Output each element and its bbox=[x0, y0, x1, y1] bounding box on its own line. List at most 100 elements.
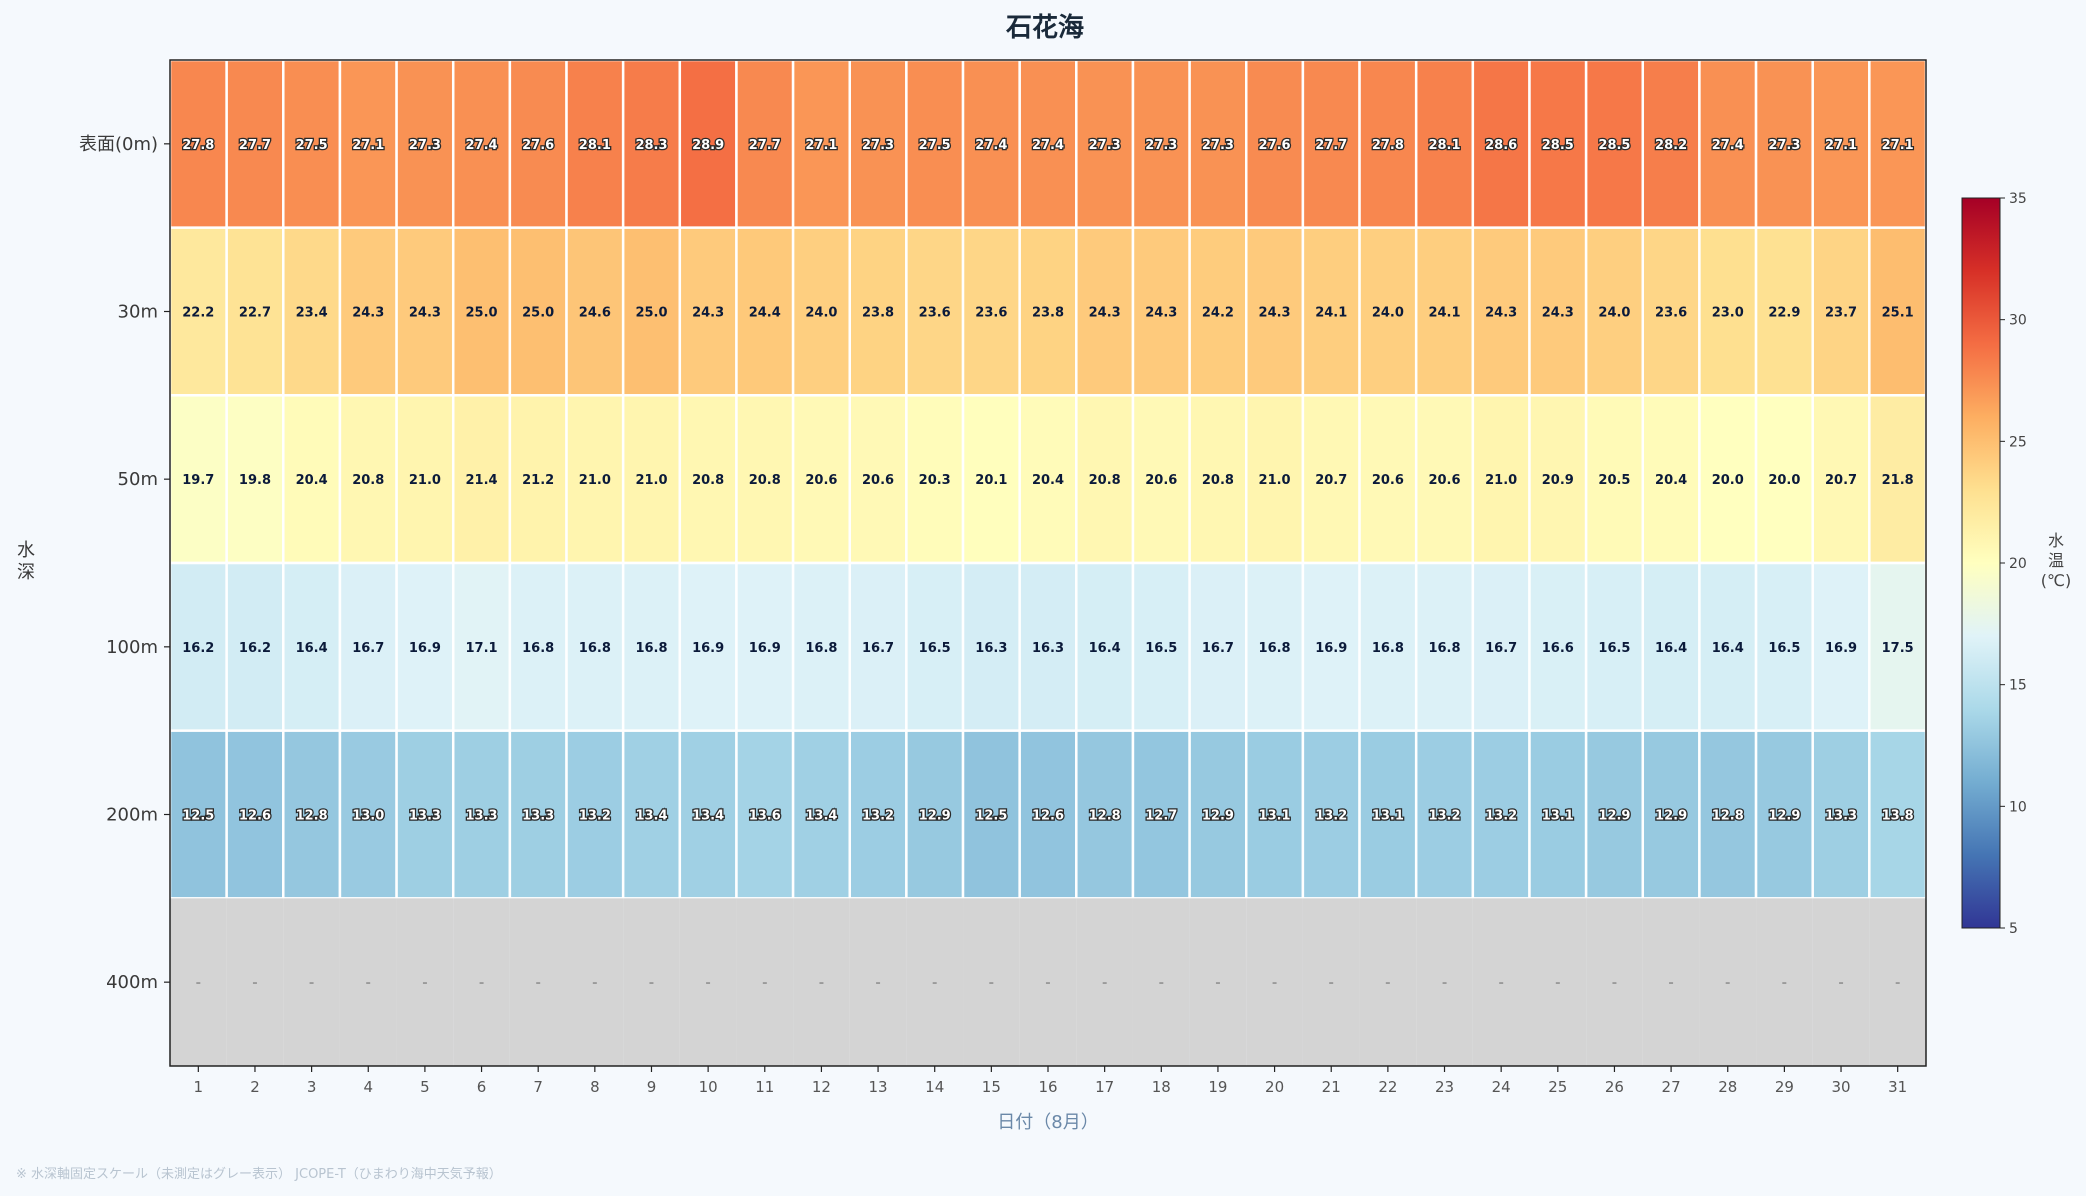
cell-value-label: 13.0 bbox=[352, 809, 384, 824]
cell-value-label: 16.4 bbox=[296, 641, 328, 656]
heatmap-cell bbox=[339, 898, 397, 1066]
heatmap-cell bbox=[1131, 226, 1191, 397]
heatmap-cell bbox=[1245, 226, 1305, 397]
x-tick-label: 30 bbox=[1831, 1078, 1850, 1096]
cell-value-label: 27.3 bbox=[409, 138, 441, 153]
heatmap-cell bbox=[1584, 561, 1645, 732]
cell-value-label: 20.8 bbox=[1202, 473, 1234, 488]
cell-value-label: - bbox=[252, 976, 257, 991]
cell-value-label: 23.4 bbox=[296, 306, 328, 321]
chart-title: 石花海 bbox=[1005, 13, 1084, 43]
cell-value-label: 13.3 bbox=[409, 809, 441, 824]
cell-value-label: 13.2 bbox=[1428, 809, 1460, 824]
heatmap-cell bbox=[1131, 729, 1191, 900]
cell-value-label: - bbox=[309, 976, 314, 991]
cell-value-label: - bbox=[1159, 976, 1164, 991]
heatmap-cell bbox=[961, 394, 1021, 565]
y-axis-label: 水深 bbox=[17, 540, 35, 583]
cell-value-label: - bbox=[819, 976, 824, 991]
heatmap-cell bbox=[565, 58, 625, 229]
x-tick-label: 11 bbox=[755, 1078, 774, 1096]
colorbar: 5 10 15 20 25 30 35 水温(℃) bbox=[1961, 191, 2071, 937]
cell-value-label: - bbox=[1442, 976, 1447, 991]
cell-value-label: 16.4 bbox=[1655, 641, 1687, 656]
heatmap-cell bbox=[1471, 729, 1531, 900]
cell-value-label: 16.7 bbox=[352, 641, 384, 656]
heatmap-cell bbox=[1584, 394, 1645, 565]
cell-value-label: - bbox=[1838, 976, 1843, 991]
heatmap-cell bbox=[678, 58, 738, 229]
cell-value-label: 20.8 bbox=[352, 473, 384, 488]
heatmap-cell bbox=[905, 394, 965, 565]
cell-value-label: 20.5 bbox=[1598, 473, 1630, 488]
cell-value-label: 22.7 bbox=[239, 306, 271, 321]
x-tick-label: 1 bbox=[194, 1078, 204, 1096]
cell-value-label: 12.7 bbox=[1145, 809, 1177, 824]
heatmap-cell bbox=[1698, 561, 1758, 732]
x-tick-label: 2 bbox=[250, 1078, 260, 1096]
cell-value-label: 12.9 bbox=[1768, 809, 1800, 824]
cell-value-label: 17.1 bbox=[466, 641, 498, 656]
cell-value-label: - bbox=[1555, 976, 1560, 991]
heatmap-cell bbox=[1075, 58, 1135, 229]
cell-value-label: 20.9 bbox=[1542, 473, 1574, 488]
heatmap-cell bbox=[1414, 226, 1475, 397]
cell-value-label: 24.0 bbox=[805, 306, 837, 321]
heatmap-cell bbox=[1641, 729, 1701, 900]
heatmap-cell bbox=[1754, 561, 1814, 732]
heatmap-cell bbox=[282, 561, 342, 732]
cell-value-label: 20.6 bbox=[1428, 473, 1460, 488]
cell-value-label: - bbox=[989, 976, 994, 991]
cell-value-label: 23.6 bbox=[919, 306, 951, 321]
cell-value-label: 25.0 bbox=[635, 306, 667, 321]
heatmap-cell bbox=[1414, 561, 1475, 732]
heatmap-cell bbox=[1584, 729, 1645, 900]
heatmap-cell bbox=[226, 898, 284, 1066]
cell-value-label: 24.3 bbox=[1089, 306, 1121, 321]
heatmap-cell bbox=[1132, 898, 1190, 1066]
cell-value-label: 27.3 bbox=[862, 138, 894, 153]
cell-value-label: 21.0 bbox=[579, 473, 611, 488]
cell-value-label: 23.8 bbox=[1032, 306, 1064, 321]
x-tick-label: 13 bbox=[869, 1078, 888, 1096]
cell-value-label: 24.2 bbox=[1202, 306, 1234, 321]
cell-value-label: 20.4 bbox=[1655, 473, 1687, 488]
heatmap-cell bbox=[1869, 898, 1926, 1066]
heatmap-cell bbox=[170, 898, 227, 1066]
heatmap-cell bbox=[225, 561, 285, 732]
cell-value-label: 27.1 bbox=[805, 138, 837, 153]
heatmap-cell bbox=[1812, 898, 1870, 1066]
heatmap-cell bbox=[508, 729, 568, 900]
heatmap-cell bbox=[1528, 394, 1588, 565]
cell-value-label: 28.2 bbox=[1655, 138, 1687, 153]
heatmap-cell bbox=[1075, 561, 1135, 732]
heatmap-cell bbox=[1698, 226, 1758, 397]
cell-value-label: 27.4 bbox=[1032, 138, 1064, 153]
heatmap-cell bbox=[453, 898, 510, 1066]
heatmap-cell bbox=[735, 561, 795, 732]
cell-value-label: 27.6 bbox=[1259, 138, 1291, 153]
cell-value-label: 23.8 bbox=[862, 306, 894, 321]
x-tick-label: 7 bbox=[533, 1078, 543, 1096]
cell-value-label: 13.4 bbox=[692, 809, 724, 824]
colorbar-gradient bbox=[1961, 197, 2001, 929]
cell-value-label: 16.4 bbox=[1089, 641, 1121, 656]
cell-value-label: 16.3 bbox=[1032, 641, 1064, 656]
cell-value-label: 23.0 bbox=[1712, 306, 1744, 321]
heatmap-cell bbox=[1868, 729, 1928, 900]
cell-value-label: 12.6 bbox=[1032, 809, 1064, 824]
heatmap-cell bbox=[1811, 226, 1871, 397]
cell-value-label: 16.8 bbox=[522, 641, 554, 656]
cell-value-label: - bbox=[592, 976, 597, 991]
heatmap-cell bbox=[1358, 561, 1418, 732]
cell-value-label: 24.3 bbox=[1485, 306, 1517, 321]
cell-value-label: 20.3 bbox=[919, 473, 951, 488]
heatmap-cell bbox=[225, 394, 285, 565]
cell-value-label: 16.5 bbox=[1145, 641, 1177, 656]
cell-value-label: 21.8 bbox=[1882, 473, 1914, 488]
heatmap-cell bbox=[1414, 394, 1475, 565]
cell-value-label: 27.4 bbox=[466, 138, 498, 153]
cell-value-label: 28.5 bbox=[1598, 138, 1630, 153]
cell-value-label: 24.3 bbox=[1259, 306, 1291, 321]
